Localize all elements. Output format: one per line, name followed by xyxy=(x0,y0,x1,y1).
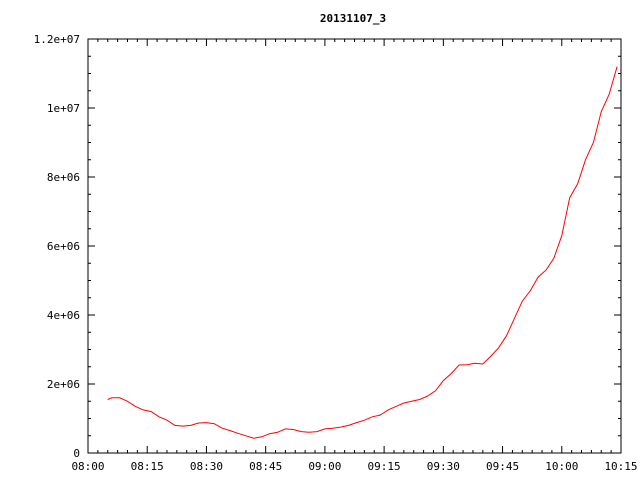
y-tick-label: 1.2e+07 xyxy=(34,33,80,46)
chart-title: 20131107_3 xyxy=(320,12,386,25)
y-tick-label: 0 xyxy=(73,447,80,460)
y-tick-label: 2e+06 xyxy=(47,378,80,391)
x-tick-label: 10:00 xyxy=(545,460,578,473)
x-tick-label: 08:45 xyxy=(249,460,282,473)
x-tick-label: 09:30 xyxy=(427,460,460,473)
x-tick-label: 10:15 xyxy=(604,460,637,473)
x-tick-label: 09:45 xyxy=(486,460,519,473)
x-tick-label: 09:00 xyxy=(308,460,341,473)
y-axis-tick-labels: 0 2e+06 4e+06 6e+06 8e+06 1e+07 1.2e+07 xyxy=(34,33,80,460)
x-tick-label: 08:00 xyxy=(71,460,104,473)
x-tick-label: 08:30 xyxy=(190,460,223,473)
y-tick-label: 1e+07 xyxy=(47,102,80,115)
y-tick-label: 6e+06 xyxy=(47,240,80,253)
x-tick-label: 09:15 xyxy=(368,460,401,473)
series-line xyxy=(107,66,618,439)
plot-frame xyxy=(87,38,622,454)
y-tick-label: 4e+06 xyxy=(47,309,80,322)
axis-ticks xyxy=(87,38,622,454)
x-axis-tick-labels: 08:00 08:15 08:30 08:45 09:00 09:15 09:30 09:45… xyxy=(71,460,637,473)
y-tick-label: 8e+06 xyxy=(47,171,80,184)
x-tick-label: 08:15 xyxy=(131,460,164,473)
